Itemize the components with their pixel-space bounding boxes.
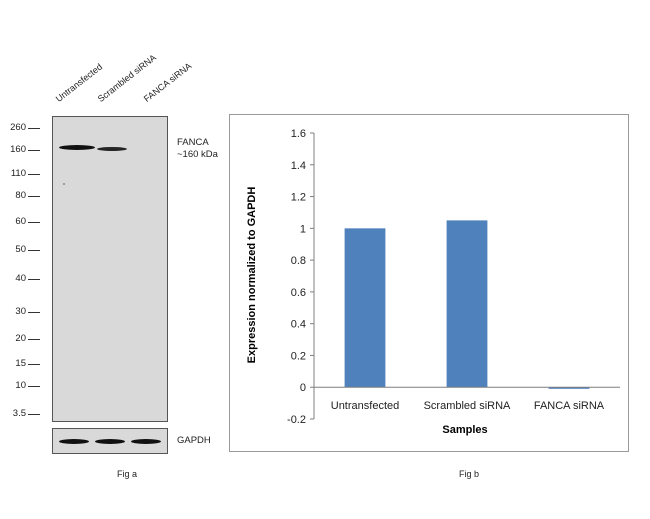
mw-marker-30: 30 [15, 306, 26, 317]
fanca-target-label: FANCA [177, 137, 209, 148]
mw-marker-110: 110 [10, 168, 26, 179]
mw-marker-50: 50 [15, 244, 26, 255]
mw-marker-60: 60 [15, 216, 26, 227]
bar-untransfected [344, 228, 386, 388]
x-tick-label: FANCA siRNA [534, 400, 605, 412]
bar-chart-frame: 1.6 1.4 1.2 1 0.8 0.6 0.4 0.2 0 -0.2 Untransfecte… [229, 114, 629, 452]
background-speck [63, 183, 65, 185]
gapdh-band-untransfected [59, 439, 89, 444]
mw-tick [28, 196, 40, 197]
gapdh-band-scrambled-sirna [95, 439, 125, 444]
y-tick-label: 1.4 [291, 160, 306, 172]
mw-tick [28, 174, 40, 175]
blot-membrane [52, 116, 168, 422]
y-tick-label: 1.6 [291, 128, 306, 140]
mw-marker-160: 160 [10, 144, 26, 155]
y-tick-label: 1.2 [291, 192, 306, 204]
y-axis-title: Expression normalized to GAPDH [246, 187, 258, 364]
mw-tick [28, 128, 40, 129]
fig-a-caption: Fig a [117, 469, 138, 479]
mw-tick [28, 222, 40, 223]
y-tick-label: 1 [300, 223, 306, 235]
mw-marker-20: 20 [15, 333, 26, 344]
mw-marker-260: 260 [10, 122, 26, 133]
y-tick-label: 0.8 [291, 255, 306, 267]
mw-tick [28, 364, 40, 365]
lane-label-fanca-sirna: FANCA siRNA [141, 60, 194, 104]
gapdh-band-fanca-sirna [131, 439, 161, 444]
y-tick-label: 0.4 [291, 319, 306, 331]
mw-tick [28, 414, 40, 415]
bar-fanca-sirna [548, 387, 590, 389]
bar-chart: 1.6 1.4 1.2 1 0.8 0.6 0.4 0.2 0 -0.2 Untransfecte… [246, 128, 620, 436]
mw-tick [28, 250, 40, 251]
x-tick-label: Scrambled siRNA [424, 400, 511, 412]
mw-tick [28, 339, 40, 340]
mw-marker-15: 15 [15, 358, 26, 369]
fanca-band-untransfected [59, 145, 95, 150]
y-tick-label: 0 [300, 382, 306, 394]
mw-marker-80: 80 [15, 190, 26, 201]
fanca-band-scrambled-sirna [97, 147, 127, 151]
gapdh-blot-membrane [52, 428, 168, 454]
mw-tick [28, 312, 40, 313]
gapdh-label: GAPDH [177, 435, 211, 446]
mw-tick [28, 279, 40, 280]
fanca-size-label: ~160 kDa [177, 149, 218, 160]
y-tick-label: 0.6 [291, 287, 306, 299]
mw-marker-40: 40 [15, 273, 26, 284]
y-tick-label: -0.2 [287, 414, 306, 426]
x-tick-label: Untransfected [331, 400, 399, 412]
mw-tick [28, 150, 40, 151]
mw-marker-10: 10 [15, 380, 26, 391]
y-tick-label: 0.2 [291, 350, 306, 362]
mw-marker-3-5: 3.5 [12, 408, 26, 419]
mw-tick [28, 386, 40, 387]
fig-b-caption: Fig b [459, 469, 480, 479]
x-axis-title: Samples [442, 424, 487, 436]
bar-scrambled-sirna [446, 220, 488, 388]
